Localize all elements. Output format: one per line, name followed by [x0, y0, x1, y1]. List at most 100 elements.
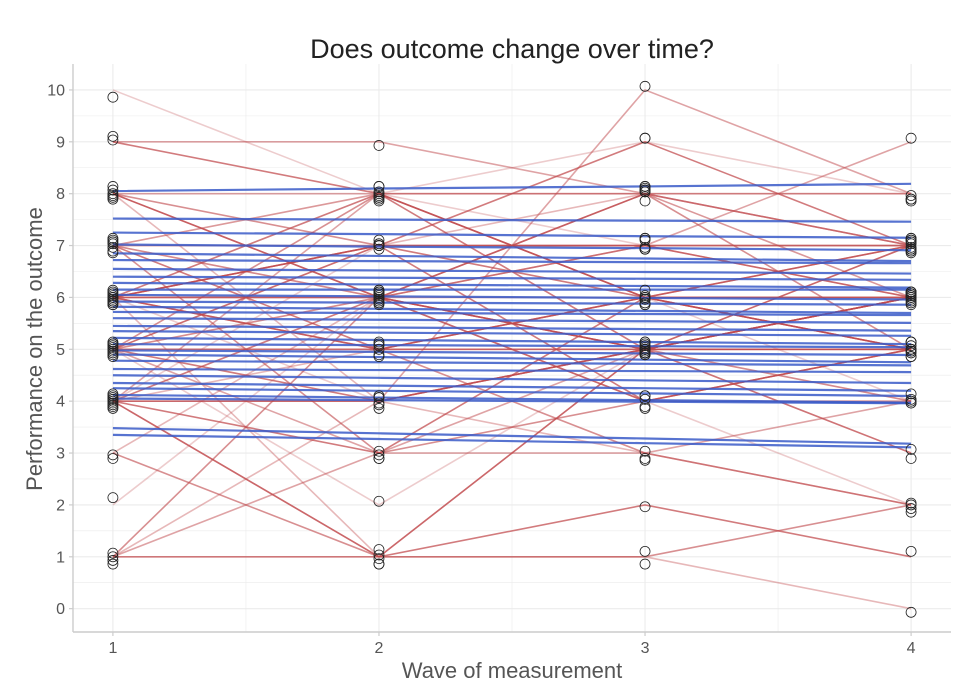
- observed-point: [107, 555, 119, 566]
- y-axis-title: Performance on the outcome: [22, 207, 47, 491]
- observed-point: [107, 351, 119, 362]
- y-tick-label: 5: [56, 342, 65, 359]
- observed-point: [639, 293, 651, 305]
- y-tick-label: 8: [56, 186, 65, 203]
- y-tick-label: 0: [56, 601, 65, 618]
- y-tick-label: 9: [56, 134, 65, 151]
- observed-point: [905, 444, 917, 455]
- fitted-line-14: [112, 310, 912, 317]
- observed-point: [905, 388, 917, 400]
- observed-point: [373, 399, 385, 411]
- observed-point: [373, 286, 385, 298]
- observed-point: [905, 606, 917, 618]
- y-tick-label: 7: [56, 238, 65, 255]
- observed-point: [639, 132, 651, 144]
- observed-point: [905, 393, 917, 405]
- observed-point: [373, 340, 385, 352]
- fitted-line-30: [112, 433, 912, 449]
- observed-point: [107, 288, 119, 300]
- observed-point: [107, 295, 119, 307]
- y-tick-label: 4: [56, 394, 65, 411]
- observed-point: [905, 190, 917, 201]
- observed-point: [107, 453, 119, 464]
- observed-point: [373, 392, 385, 403]
- fitted-line-20: [112, 349, 912, 357]
- y-tick-label: 6: [56, 290, 65, 307]
- observed-point: [373, 558, 385, 570]
- observed-point: [639, 336, 651, 348]
- y-tick-label: 3: [56, 446, 65, 463]
- observed-point: [905, 132, 917, 144]
- observed-line-54: [112, 400, 912, 558]
- x-tick-label: 1: [108, 640, 117, 657]
- observed-point: [639, 234, 651, 246]
- observed-point: [639, 284, 651, 296]
- fitted-line-2: [112, 217, 912, 223]
- observed-points: [107, 80, 917, 618]
- observed-point: [905, 193, 917, 205]
- observed-point: [373, 343, 385, 355]
- fitted-line-11: [112, 293, 912, 301]
- chart-title: Does outcome change over time?: [310, 34, 714, 64]
- fitted-trajectories: [112, 182, 912, 449]
- x-axis-title: Wave of measurement: [402, 658, 623, 683]
- observed-point: [905, 299, 917, 311]
- observed-point: [107, 284, 119, 296]
- y-tick-label: 1: [56, 549, 65, 566]
- fitted-line-7: [112, 267, 912, 275]
- observed-line-42: [112, 192, 912, 402]
- observed-point: [905, 503, 917, 514]
- observed-point: [639, 501, 651, 513]
- observed-point: [107, 191, 119, 203]
- fitted-line-19: [112, 343, 912, 349]
- observed-point: [639, 558, 651, 570]
- fitted-line-16: [112, 324, 912, 332]
- observed-point: [373, 336, 385, 348]
- observed-line-48: [112, 348, 912, 558]
- observed-point: [639, 290, 651, 302]
- observed-point: [639, 195, 651, 207]
- observed-point: [639, 401, 651, 413]
- fitted-line-6: [112, 258, 912, 265]
- observed-point: [373, 445, 385, 457]
- fitted-line-4: [112, 243, 912, 252]
- observed-point: [905, 453, 917, 464]
- observed-point: [639, 453, 651, 464]
- observed-point: [373, 449, 385, 461]
- observed-point: [107, 232, 119, 244]
- observed-point: [905, 236, 917, 248]
- y-tick-label: 10: [47, 82, 65, 99]
- observed-point: [373, 190, 385, 201]
- observed-point: [639, 342, 651, 353]
- fitted-line-13: [112, 305, 912, 315]
- observed-point: [107, 393, 119, 405]
- fitted-line-9: [112, 281, 912, 289]
- fitted-line-8: [112, 275, 912, 281]
- observed-point: [905, 351, 917, 362]
- observed-point: [905, 506, 917, 518]
- observed-point: [373, 234, 385, 246]
- observed-point: [639, 181, 651, 192]
- observed-point: [107, 292, 119, 303]
- observed-point: [905, 497, 917, 509]
- observed-point: [107, 343, 119, 355]
- observed-point: [107, 130, 119, 142]
- observed-point: [107, 181, 119, 192]
- observed-point: [639, 347, 651, 359]
- fitted-line-18: [112, 336, 912, 346]
- observed-point: [373, 140, 385, 151]
- fitted-line-25: [112, 381, 912, 392]
- observed-point: [373, 403, 385, 414]
- fitted-line-15: [112, 317, 912, 324]
- observed-point: [107, 347, 119, 359]
- observed-point: [373, 240, 385, 251]
- observed-point: [639, 297, 651, 309]
- observed-point: [905, 345, 917, 357]
- observed-point: [639, 80, 651, 92]
- observed-point: [905, 232, 917, 244]
- observed-point: [373, 351, 385, 362]
- observed-point: [373, 553, 385, 565]
- observed-point: [905, 340, 917, 352]
- fitted-line-28: [112, 397, 912, 405]
- observed-point: [107, 236, 119, 248]
